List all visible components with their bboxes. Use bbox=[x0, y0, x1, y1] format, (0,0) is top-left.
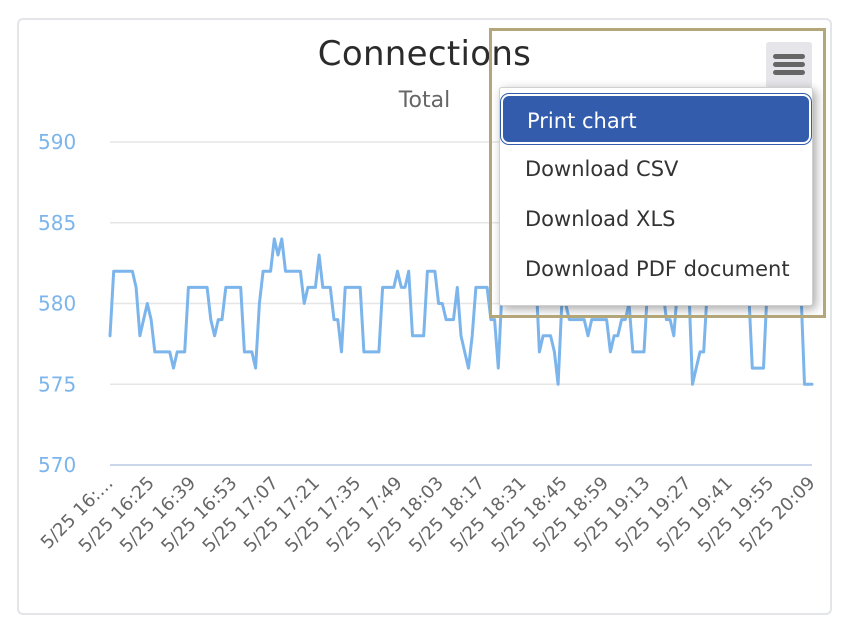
chart-title: Connections bbox=[317, 34, 532, 74]
y-tick-label: 575 bbox=[38, 372, 76, 396]
menu-item-download-pdf[interactable]: Download PDF document bbox=[525, 257, 790, 281]
y-tick-label: 580 bbox=[38, 292, 76, 316]
series-line bbox=[108, 237, 814, 386]
menu-item-print-chart[interactable]: Print chart bbox=[501, 94, 811, 144]
menu-item-download-xls[interactable]: Download XLS bbox=[525, 207, 676, 231]
export-context-menu: Print chart Download CSV Download XLS Do… bbox=[499, 87, 813, 306]
chart-menu-button[interactable] bbox=[766, 42, 812, 88]
y-tick-label: 590 bbox=[38, 130, 76, 154]
chart-subtitle: Total bbox=[398, 88, 451, 113]
y-tick-label: 570 bbox=[38, 453, 76, 477]
menu-item-download-csv[interactable]: Download CSV bbox=[525, 157, 679, 181]
y-tick-label: 585 bbox=[38, 211, 76, 235]
